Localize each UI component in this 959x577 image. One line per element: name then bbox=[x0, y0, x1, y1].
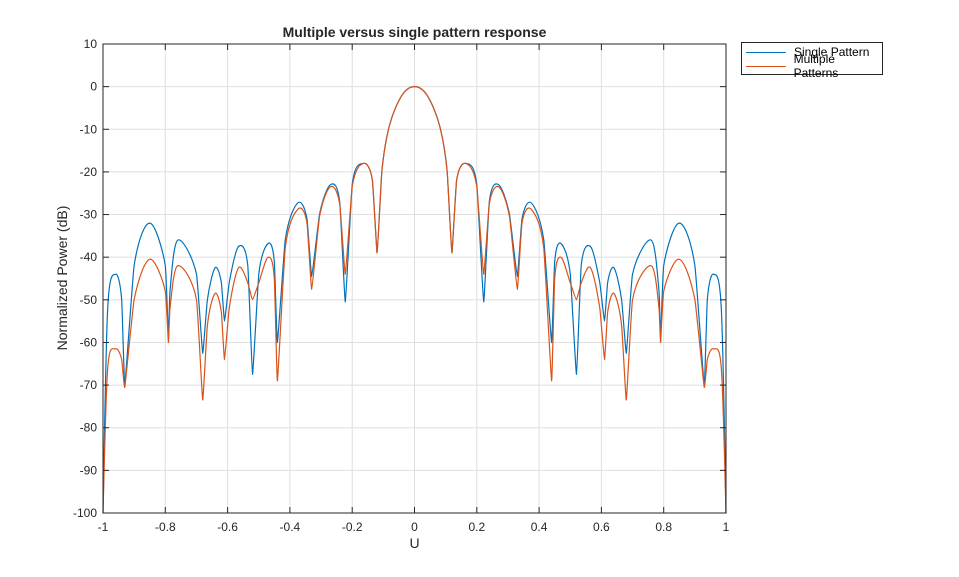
y-axis-label: Normalized Power (dB) bbox=[54, 205, 70, 351]
y-tick-label: -90 bbox=[80, 463, 98, 477]
y-tick-label: -70 bbox=[80, 378, 98, 392]
legend-item-multiple-patterns[interactable]: Multiple Patterns bbox=[746, 52, 882, 80]
axes: -1 -0.8 -0.6 -0.4 -0.2 0 0.2 0.4 0.6 0.8 1 10 0 -10 -2… bbox=[73, 37, 730, 534]
x-tick-label: 0.8 bbox=[655, 520, 672, 534]
data-curves bbox=[102, 86, 727, 514]
x-tick-label: -0.6 bbox=[217, 520, 238, 534]
x-tick-label: -0.2 bbox=[342, 520, 363, 534]
legend-swatch-icon bbox=[746, 65, 786, 67]
x-tick-label: -0.8 bbox=[155, 520, 176, 534]
legend-item-single-pattern[interactable]: Single Pattern bbox=[746, 45, 869, 59]
y-tick-label: -50 bbox=[80, 293, 98, 307]
x-tick-label: -1 bbox=[98, 520, 109, 534]
y-tick-label: -60 bbox=[80, 335, 98, 349]
y-tick-label: -10 bbox=[80, 122, 98, 136]
chart-title: Multiple versus single pattern response bbox=[282, 24, 547, 40]
x-tick-label: -0.4 bbox=[280, 520, 301, 534]
x-tick-label: 1 bbox=[723, 520, 730, 534]
legend-label: Multiple Patterns bbox=[793, 52, 839, 80]
y-tick-label: -100 bbox=[73, 506, 97, 520]
y-tick-label: -30 bbox=[80, 208, 98, 222]
legend[interactable]: Single Pattern Multiple Patterns bbox=[741, 42, 883, 80]
legend-label: Single Pattern bbox=[794, 45, 870, 59]
x-tick-label: 0.6 bbox=[593, 520, 610, 534]
x-tick-label: 0 bbox=[411, 520, 418, 534]
y-tick-label: 0 bbox=[90, 80, 97, 94]
y-tick-label: -80 bbox=[80, 421, 98, 435]
series-multiple-patterns bbox=[102, 86, 727, 514]
x-tick-label: 0.2 bbox=[468, 520, 485, 534]
y-tick-label: -20 bbox=[80, 165, 98, 179]
x-tick-label: 0.4 bbox=[531, 520, 548, 534]
y-tick-label: 10 bbox=[84, 37, 98, 51]
x-axis-label: U bbox=[409, 535, 420, 551]
y-tick-label: -40 bbox=[80, 250, 98, 264]
legend-swatch-icon bbox=[746, 51, 786, 53]
